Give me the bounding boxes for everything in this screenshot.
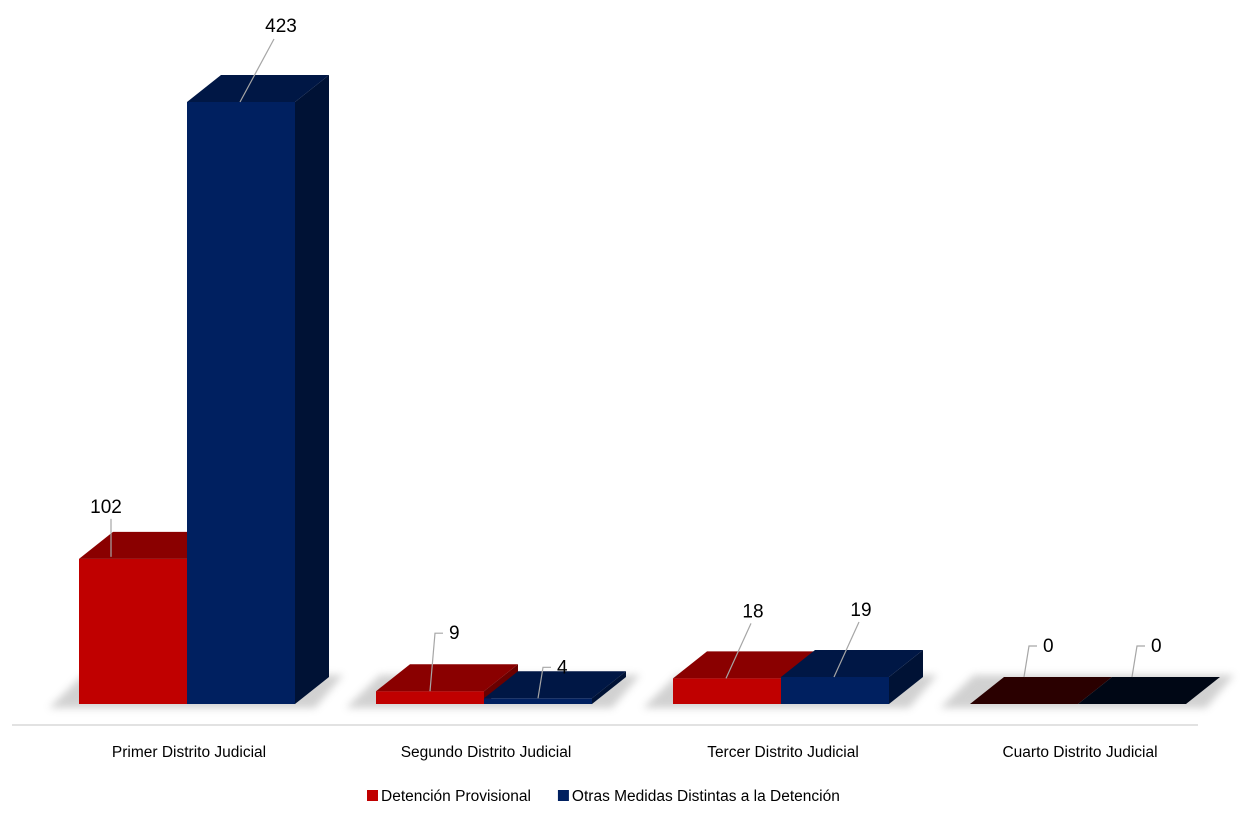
data-labels: 102 423 9 4 18 19 0 0 [90,16,1162,699]
bar-top-face [187,75,329,102]
x-tick-label: Segundo Distrito Judicial [401,744,572,761]
leader-line [239,38,275,103]
x-tick-label: Tercer Distrito Judicial [707,744,859,761]
data-label: 0 [1023,636,1054,678]
data-label: 9 [429,623,460,692]
data-label: 18 [725,601,764,679]
legend: Detención Provisional Otras Medidas Disti… [367,788,840,805]
bar-side-face [592,671,626,704]
bar-top-face [376,664,518,692]
bar [970,677,1112,704]
leader-line [537,666,551,699]
data-label-value: 423 [265,16,297,37]
bar-top-face [1078,677,1220,704]
bar [781,649,923,704]
data-label-value: 4 [557,657,568,678]
leader-line [1131,645,1145,678]
data-label-value: 102 [90,497,122,518]
bar-front-face [79,558,187,704]
legend-swatch [367,790,378,801]
data-label-value: 19 [850,600,871,621]
bar-front-face [673,678,781,704]
bar-side-face [295,75,329,704]
bar [1078,677,1220,704]
x-tick-label: Primer Distrito Judicial [112,744,266,761]
bar-front-face [484,698,592,704]
bar-top-face [781,649,923,677]
leader-line [725,623,752,679]
bar [484,671,626,704]
bar-top-face [484,671,626,699]
data-label-value: 0 [1151,636,1162,657]
legend-swatch [557,790,569,801]
legend-item: Detención Provisional [367,788,531,805]
data-label: 19 [833,600,872,678]
data-label: 423 [239,16,297,103]
bar-front-face [781,676,889,704]
data-label-value: 9 [449,623,460,644]
leader-line [429,632,443,692]
bar-front-face [187,102,295,704]
bar-top-face [970,677,1112,704]
bar [187,75,329,704]
data-label-value: 0 [1043,636,1054,657]
data-label: 0 [1131,636,1162,678]
legend-label: Detención Provisional [381,788,531,805]
leader-line [1023,645,1037,678]
legend-label: Otras Medidas Distintas a la Detención [572,788,840,805]
bars [79,75,1220,704]
bar-front-face [376,691,484,704]
x-tick-label: Cuarto Distrito Judicial [1002,744,1157,761]
data-label: 102 [90,497,122,557]
bar-top-face [673,651,815,679]
bar-side-face [889,649,923,704]
legend-item: Otras Medidas Distintas a la Detención [557,788,840,805]
data-label: 4 [537,657,568,699]
bar-top-face [79,531,221,559]
leader-line [833,621,860,678]
x-tick-labels: Primer Distrito Judicial Segundo Distrito… [112,744,1158,761]
data-label-value: 18 [742,601,763,622]
